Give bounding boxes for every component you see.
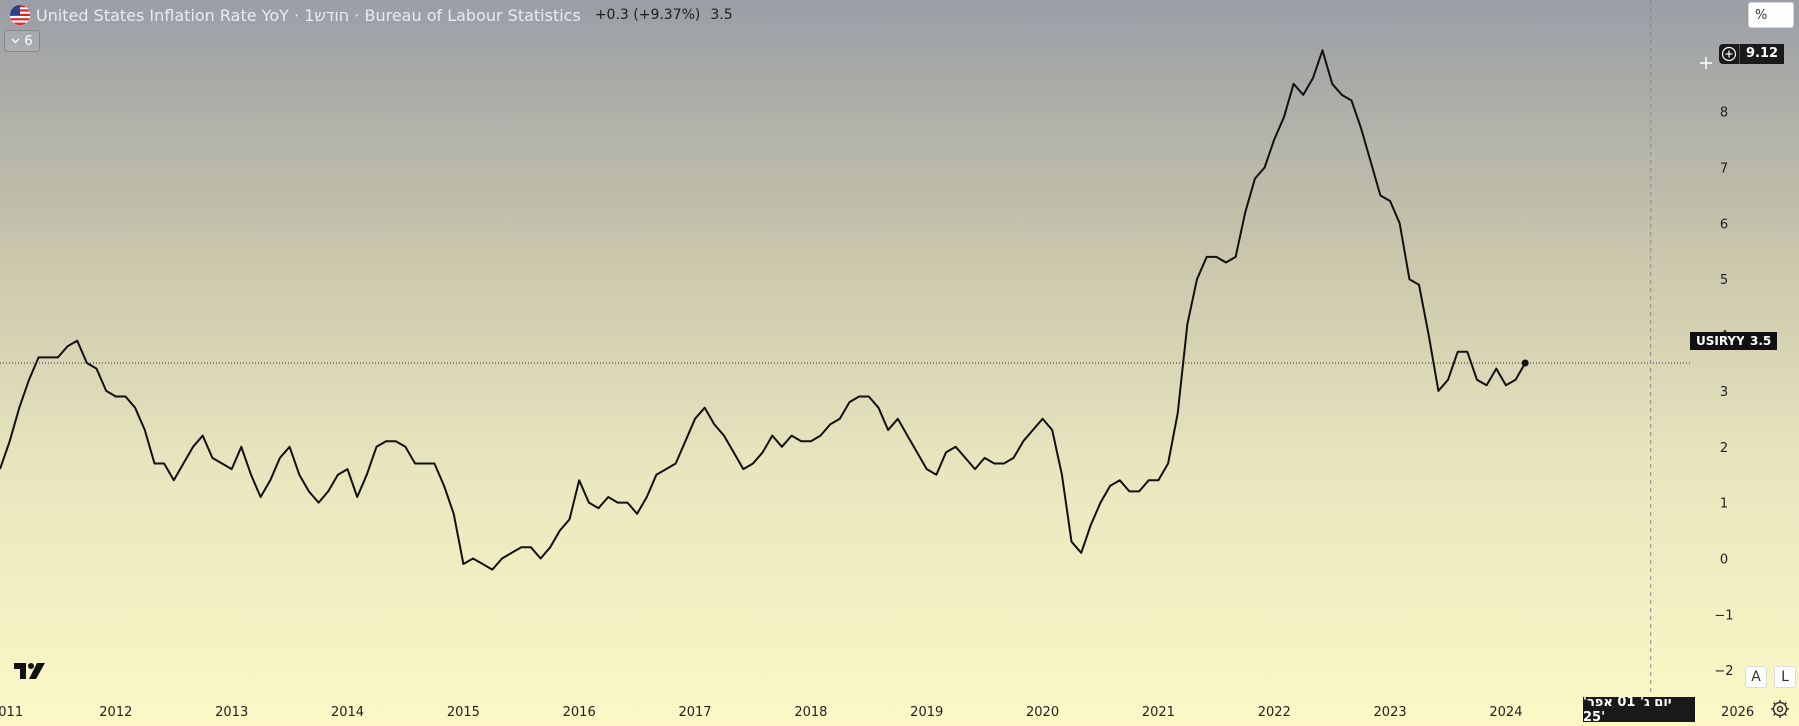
last-point-marker (1521, 359, 1529, 367)
gear-icon[interactable] (1768, 697, 1792, 721)
y-axis: 876543210−1−2 (1714, 106, 1733, 679)
y-tick-label: 5 (1720, 273, 1728, 288)
plus-circle-icon (1721, 46, 1737, 62)
last-value-tag: 3.5 (1744, 332, 1778, 350)
price-change: +0.3 (+9.37%) (594, 7, 701, 23)
x-tick-label: 2018 (794, 705, 827, 720)
crosshair-price-value: 9.12 (1739, 44, 1785, 64)
scale-unit-selector[interactable]: % (1748, 2, 1794, 28)
indicators-count: 6 (24, 33, 33, 49)
y-tick-label: 1 (1720, 497, 1728, 512)
chart-header: United States Inflation Rate YoY · 1חודש… (10, 4, 733, 26)
y-tick-label: 8 (1720, 106, 1728, 121)
guide-layer (0, 0, 1690, 696)
auto-scale-button[interactable]: A (1745, 666, 1767, 688)
unit-label: % (1755, 7, 1768, 23)
x-tick-label: 2012 (99, 705, 132, 720)
y-tick-label: −2 (1714, 664, 1733, 679)
x-tick-label: 2021 (1142, 705, 1175, 720)
x-tick-label: 2017 (678, 705, 711, 720)
crosshair-date-label: יום ג' 01 אפר' 25' (1583, 695, 1695, 725)
x-tick-label: 2013 (215, 705, 248, 720)
symbol-tag: USIRYY (1690, 332, 1751, 350)
crosshair-price-label: 9.12 (1719, 44, 1785, 64)
x-tick-label: 2020 (1026, 705, 1059, 720)
x-tick-label: 2019 (910, 705, 943, 720)
last-value: 3.5 (710, 7, 733, 23)
y-tick-label: 6 (1720, 217, 1728, 232)
x-tick-label: 2016 (563, 705, 596, 720)
crosshair-cursor-icon (1700, 57, 1712, 69)
y-tick-label: 3 (1720, 385, 1728, 400)
series-line (0, 49, 1527, 571)
y-tick-label: 0 (1720, 552, 1728, 567)
x-tick-label: 2026 (1721, 705, 1754, 720)
tradingview-logo-icon[interactable] (12, 660, 50, 682)
y-tick-label: 2 (1720, 441, 1728, 456)
series-layer (0, 49, 1529, 571)
x-tick-label: 2014 (331, 705, 364, 720)
indicators-toggle-button[interactable]: 6 (4, 30, 40, 52)
x-tick-label: 2024 (1489, 705, 1522, 720)
symbol-title[interactable]: United States Inflation Rate YoY · 1חודש… (36, 5, 581, 25)
x-tick-label: 2023 (1374, 705, 1407, 720)
x-tick-label: 2022 (1258, 705, 1291, 720)
log-scale-button[interactable]: L (1774, 666, 1796, 688)
x-tick-label: 2015 (447, 705, 480, 720)
y-tick-label: −1 (1714, 608, 1733, 623)
us-flag-icon (10, 5, 30, 25)
cursor-layer (1700, 57, 1712, 69)
chevron-down-icon (11, 38, 20, 44)
y-tick-label: 7 (1720, 162, 1728, 177)
add-alert-button[interactable] (1719, 44, 1739, 64)
